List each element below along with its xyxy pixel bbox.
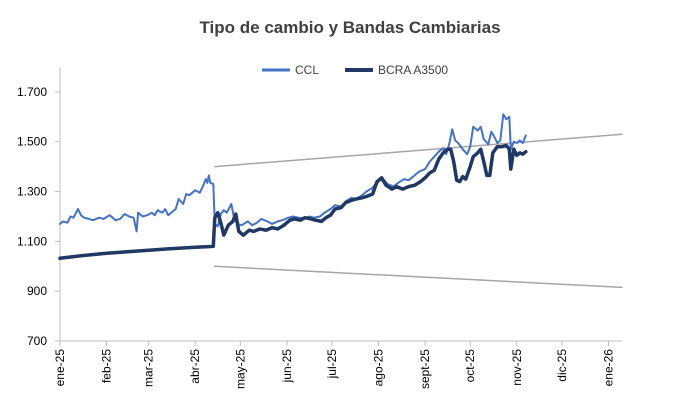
y-tick-label: 1.700 bbox=[17, 85, 47, 99]
series-layer bbox=[58, 113, 623, 289]
y-tick-label: 1.300 bbox=[17, 185, 47, 199]
x-tick-label: nov-25 bbox=[510, 349, 524, 386]
legend-label-ccl: CCL bbox=[295, 63, 319, 77]
x-tick-label: may-25 bbox=[233, 349, 247, 389]
x-tick-label: ago-25 bbox=[372, 349, 386, 387]
x-axis: ene-25 feb-25 mar-25 abr-25 may-25 jun-25 jul-… bbox=[53, 340, 622, 389]
x-tick-label: abr-25 bbox=[188, 349, 202, 384]
chart-title: Tipo de cambio y Bandas Cambiarias bbox=[199, 18, 500, 37]
x-tick-label: mar-25 bbox=[142, 349, 156, 387]
x-tick-label: oct-25 bbox=[463, 349, 477, 383]
band-lower-line bbox=[214, 265, 623, 289]
x-tick-label: dic-25 bbox=[555, 349, 569, 382]
series-bcra-a3500-line bbox=[58, 143, 528, 261]
y-tick-label: 1.500 bbox=[17, 135, 47, 149]
x-tick-label: sept-25 bbox=[418, 349, 432, 389]
x-tick-label: ene-26 bbox=[601, 349, 615, 387]
x-tick-label: ene-25 bbox=[53, 349, 67, 387]
legend: CCL BCRA A3500 bbox=[262, 63, 448, 77]
y-tick-label: 900 bbox=[27, 284, 47, 298]
series-ccl-line bbox=[59, 113, 527, 233]
y-tick-label: 1.100 bbox=[17, 234, 47, 248]
legend-label-bcra: BCRA A3500 bbox=[378, 63, 448, 77]
band-upper-line bbox=[214, 133, 623, 168]
x-tick-label: jul-25 bbox=[325, 349, 339, 380]
y-axis: 700 900 1.100 1.300 1.500 1.700 bbox=[17, 67, 61, 348]
x-tick-label: jun-25 bbox=[280, 349, 294, 384]
x-tick-label: feb-25 bbox=[100, 349, 114, 383]
y-tick-label: 700 bbox=[27, 334, 47, 348]
